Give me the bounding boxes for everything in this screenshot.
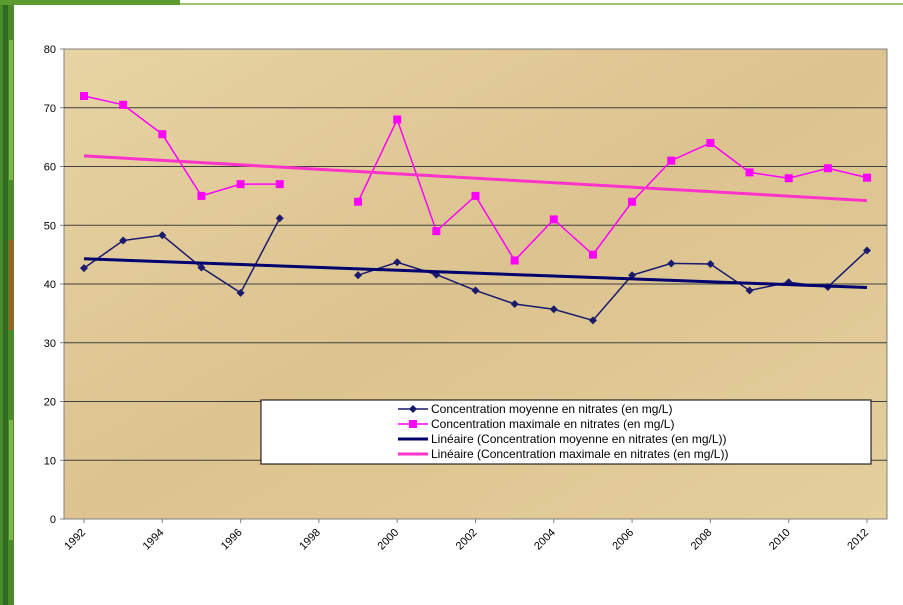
- point-2-2005: [588, 250, 597, 259]
- y-tick-label-10: 10: [44, 455, 56, 467]
- point-2-1992: [80, 92, 88, 100]
- series-1-line-1: [83, 217, 281, 294]
- y-tick-label-20: 20: [44, 397, 56, 409]
- legend-box: [260, 399, 872, 465]
- point-1-2004: [549, 305, 558, 314]
- point-1-1996: [236, 288, 245, 297]
- x-tick-label-2010: 2010: [767, 527, 793, 553]
- point-1-2003: [510, 299, 519, 308]
- point-1-1992: [80, 264, 88, 273]
- point-2-2003: [510, 256, 519, 265]
- point-2-2004: [549, 215, 558, 224]
- point-2-1997: [275, 180, 284, 189]
- point-2-2000: [393, 115, 402, 124]
- y-tick-label-40: 40: [44, 279, 56, 291]
- point-2-2010: [784, 174, 793, 183]
- x-tick-label-2002: 2002: [454, 527, 480, 553]
- y-tick-label-50: 50: [44, 220, 56, 232]
- series-2-line-1: [83, 95, 280, 197]
- point-2-1994: [158, 130, 167, 139]
- series-4: [83, 154, 868, 203]
- point-2-1999: [354, 197, 363, 206]
- legend-item-4: Linéaire (Concentration maximale en nitr…: [398, 447, 728, 461]
- legend-marker-1: [409, 405, 417, 413]
- x-tick-label-1996: 1996: [219, 527, 245, 553]
- point-1-2002: [471, 286, 480, 295]
- trendline-4: [83, 154, 868, 203]
- point-2-2011: [823, 164, 832, 173]
- point-2-2006: [628, 197, 637, 206]
- x-tick-label-2008: 2008: [689, 527, 715, 553]
- legend-label-4: Linéaire (Concentration maximale en nitr…: [431, 447, 728, 461]
- point-2-1996: [236, 180, 245, 189]
- point-2-2009: [745, 168, 754, 177]
- decorative-top-border: [0, 0, 903, 5]
- x-tick-label-2004: 2004: [532, 527, 558, 553]
- x-tick-label-1992: 1992: [62, 527, 88, 553]
- x-tick-label-2000: 2000: [376, 527, 402, 553]
- x-tick-label-1994: 1994: [141, 527, 167, 553]
- trendline-3: [83, 257, 868, 290]
- y-tick-label-80: 80: [44, 44, 56, 56]
- point-1-1993: [119, 236, 128, 245]
- y-tick-label-60: 60: [44, 162, 56, 174]
- point-1-2000: [393, 258, 402, 267]
- point-2-1995: [197, 191, 206, 200]
- legend-marker-2: [409, 420, 417, 428]
- series-3: [83, 257, 868, 290]
- point-1-2009: [745, 286, 754, 295]
- y-tick-label-0: 0: [50, 514, 56, 526]
- decorative-left-border: [0, 0, 14, 605]
- point-2-2002: [471, 191, 480, 200]
- point-1-2006: [628, 271, 637, 280]
- point-1-2008: [706, 260, 715, 269]
- x-tick-label-1998: 1998: [297, 527, 323, 553]
- series-layer: [80, 92, 871, 325]
- y-tick-label-30: 30: [44, 338, 56, 350]
- legend-item-1: Concentration moyenne en nitrates (en mg…: [398, 402, 672, 416]
- x-axis-tick-labels: 1992 1994 1996 1998 2000 2002 2004 2006 2008 2010…: [62, 519, 871, 552]
- x-tick-label-2006: 2006: [610, 527, 636, 553]
- point-1-1995: [197, 263, 206, 272]
- y-axis-tick-labels: 0 10 20 30 40 50 60 70 80: [44, 44, 56, 526]
- y-tick-label-70: 70: [44, 103, 56, 115]
- series-2: [80, 92, 871, 265]
- point-1-1997: [275, 214, 284, 223]
- point-1-1994: [158, 231, 167, 240]
- point-1-1999: [354, 271, 363, 280]
- legend-item-3: Linéaire (Concentration moyenne en nitra…: [398, 432, 727, 446]
- legend-item-2: Concentration maximale en nitrates (en m…: [398, 417, 674, 431]
- legend-label-3: Linéaire (Concentration moyenne en nitra…: [431, 432, 727, 446]
- point-1-2007: [667, 259, 676, 268]
- x-tick-label-2012: 2012: [845, 527, 871, 553]
- point-2-2007: [667, 156, 676, 165]
- legend-label-2: Concentration maximale en nitrates (en m…: [431, 417, 674, 431]
- point-2-2001: [432, 227, 441, 236]
- point-2-1993: [119, 100, 128, 109]
- point-2-2008: [706, 139, 715, 147]
- point-1-2012: [863, 246, 871, 255]
- point-2-2012: [863, 173, 871, 182]
- series-2-line-2: [357, 117, 868, 262]
- point-1-2005: [588, 316, 597, 325]
- legend-label-1: Concentration moyenne en nitrates (en mg…: [431, 402, 672, 416]
- legend: Concentration moyenne en nitrates (en mg…: [260, 399, 872, 465]
